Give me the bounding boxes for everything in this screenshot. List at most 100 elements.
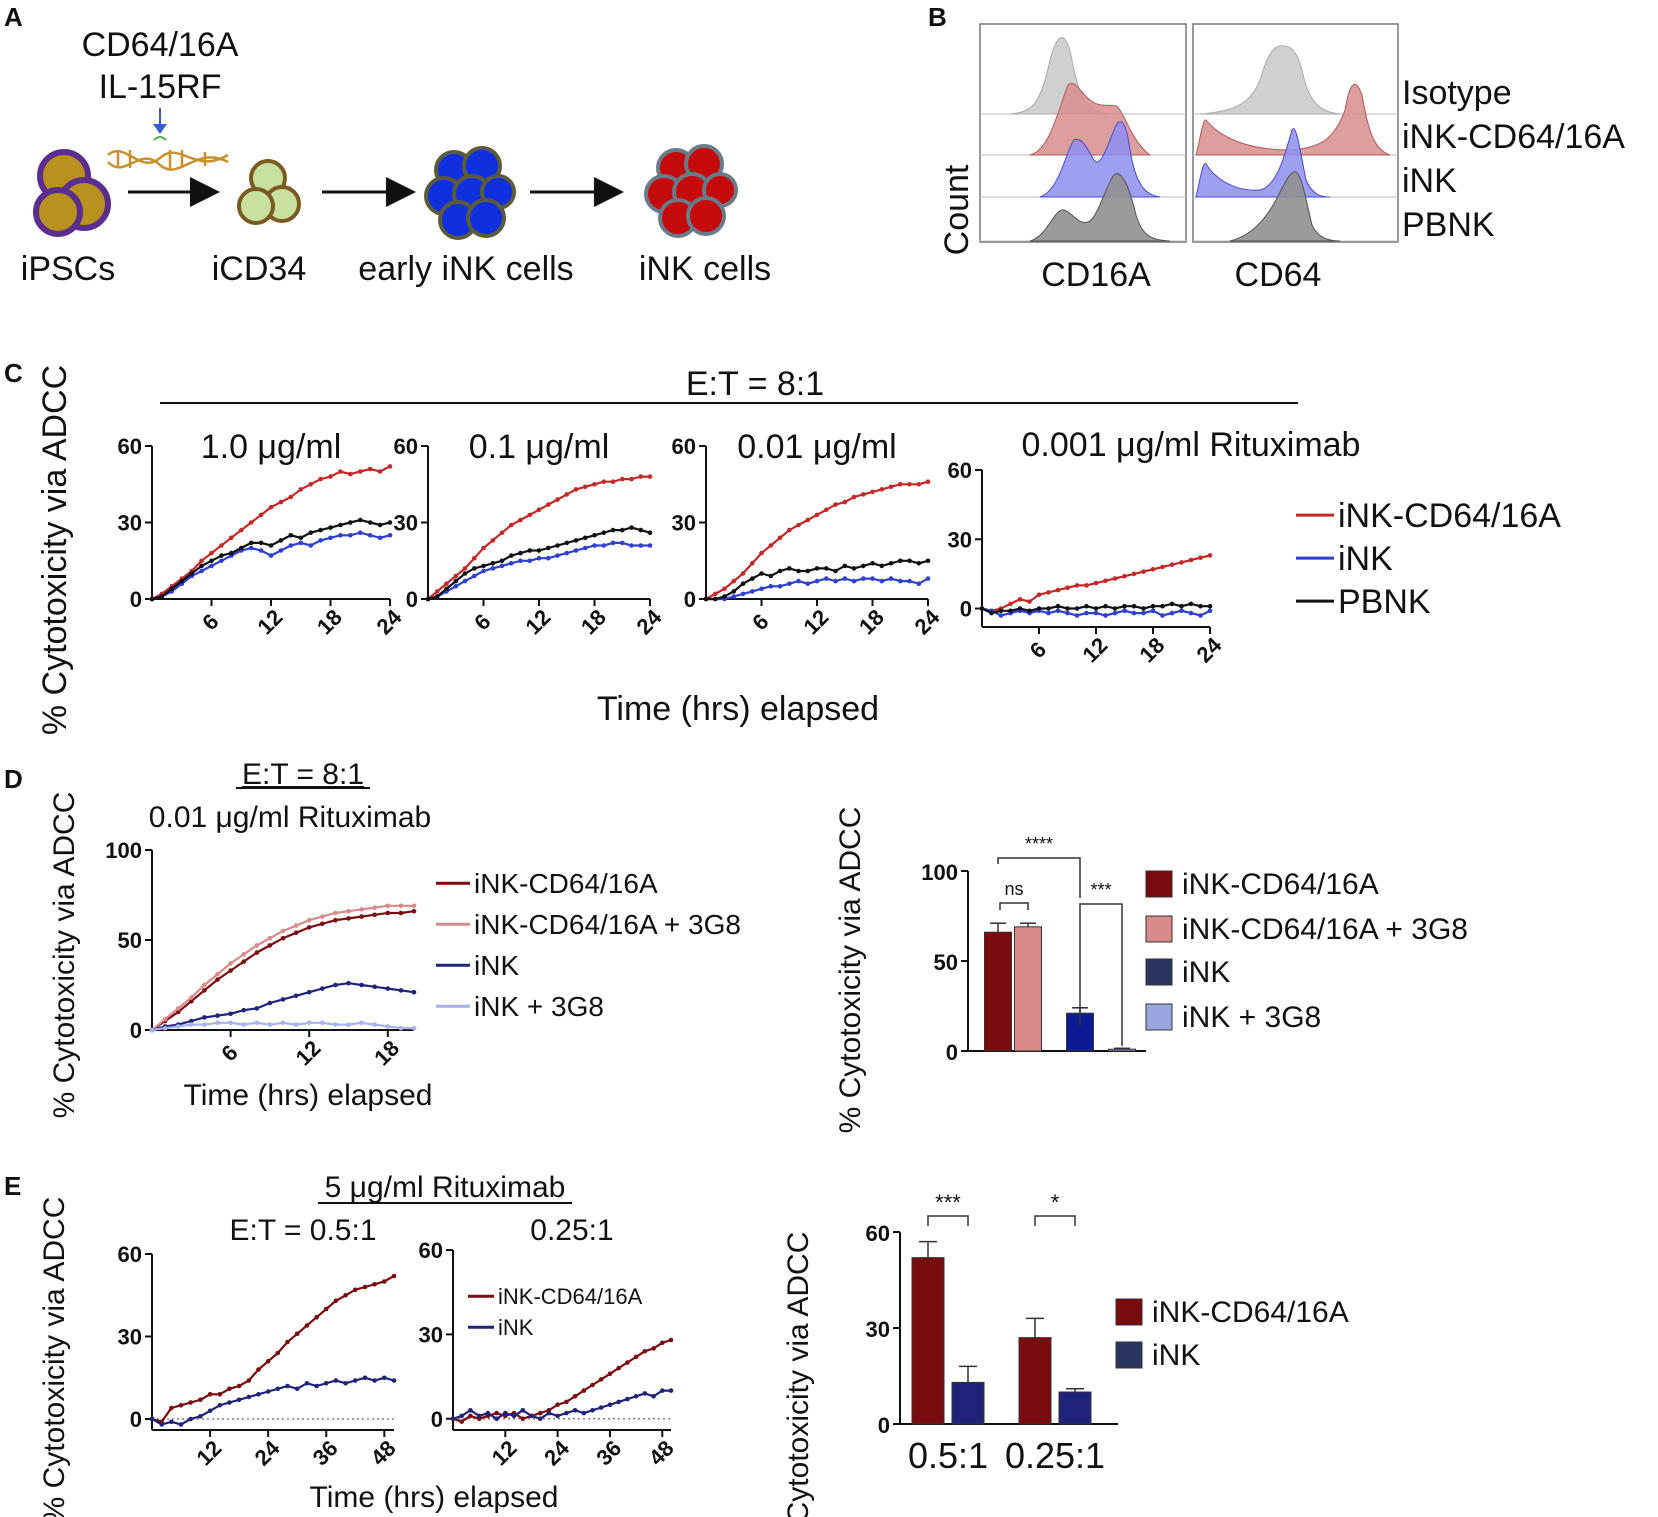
- chart-title: 0.25:1: [530, 1214, 613, 1247]
- data-point: [1055, 587, 1061, 593]
- data-point: [1074, 583, 1080, 588]
- data-point: [169, 1405, 174, 1411]
- data-point: [1017, 606, 1023, 611]
- data-point: [824, 507, 829, 513]
- data-point: [209, 550, 214, 556]
- data-point: [564, 492, 570, 497]
- x-tick-label: 12: [520, 604, 555, 639]
- data-point: [268, 543, 274, 548]
- data-point: [1160, 564, 1165, 570]
- data-point: [149, 1416, 155, 1422]
- data-point: [377, 469, 383, 474]
- series-line-ink: [151, 531, 391, 601]
- data-point: [564, 550, 570, 556]
- data-point: [1112, 610, 1118, 616]
- data-point: [298, 535, 304, 541]
- data-point: [824, 576, 829, 581]
- data-point: [398, 903, 404, 909]
- data-point: [258, 512, 264, 518]
- data-point: [246, 1394, 252, 1400]
- data-point: [490, 561, 496, 566]
- x-tick-label: 6: [747, 609, 773, 635]
- data-point: [490, 566, 496, 571]
- data-point: [660, 1388, 665, 1393]
- data-point: [503, 1410, 508, 1416]
- panel-d-header: E:T = 8:1: [242, 758, 364, 791]
- data-point: [494, 1410, 499, 1416]
- data-point: [288, 494, 294, 500]
- data-point: [870, 489, 875, 495]
- data-point: [367, 520, 373, 525]
- data-point: [288, 543, 294, 548]
- data-point: [598, 1405, 604, 1410]
- data-point: [768, 584, 774, 589]
- legend-label: iNK: [498, 1315, 534, 1340]
- x-tick-label: 12: [1077, 632, 1112, 667]
- series-line-pbnk: [151, 518, 391, 601]
- data-point: [459, 1419, 465, 1424]
- legend-label: iNK-CD64/16A: [1338, 497, 1561, 535]
- data-point: [564, 540, 570, 546]
- series-line-ink-cd64-16a: [151, 1275, 395, 1424]
- data-point: [1055, 608, 1061, 614]
- data-point: [851, 494, 857, 500]
- series-line-ink-cd64-16a: [427, 475, 650, 600]
- data-point: [248, 520, 254, 525]
- data-point: [246, 1378, 252, 1383]
- legend-label: iNK + 3G8: [1182, 1001, 1321, 1034]
- data-point: [768, 573, 774, 579]
- data-point: [209, 558, 214, 564]
- cd64-pbnk-peak: [1229, 171, 1341, 242]
- chart-title: 1.0 μg/ml: [201, 428, 342, 466]
- data-point: [268, 504, 274, 510]
- x-tick-label: 48: [366, 1435, 401, 1470]
- data-point: [320, 921, 325, 927]
- x-tick-label: 24: [539, 1435, 575, 1471]
- data-point: [275, 1350, 281, 1356]
- data-point: [217, 1392, 223, 1397]
- legend-label: iNK + 3G8: [474, 991, 604, 1022]
- data-point: [1046, 590, 1051, 595]
- data-point: [925, 576, 931, 581]
- data-point: [590, 1408, 595, 1413]
- data-point: [1036, 592, 1042, 597]
- data-point: [258, 540, 264, 546]
- data-point: [328, 474, 333, 479]
- ink-cells-icon: [644, 144, 738, 238]
- data-point: [362, 1375, 368, 1381]
- chart-c4: 0 30 60 6 12 18 24 0.001 μg/ml Rituximab: [948, 426, 1361, 667]
- sig-label: *: [1051, 1190, 1060, 1215]
- data-point: [1093, 580, 1099, 586]
- panel-e-y-label: % Cytotoxicity via ADCC: [38, 1197, 71, 1517]
- data-point: [293, 930, 299, 936]
- data-point: [520, 1408, 526, 1413]
- data-point: [338, 533, 343, 538]
- data-point: [256, 1367, 261, 1372]
- x-tick-label: 48: [644, 1435, 679, 1470]
- data-point: [1046, 610, 1051, 616]
- panel-c-y-label-line1: % Cytotoxicity via ADCC: [36, 365, 74, 735]
- stage-early-ink: early iNK cells: [358, 250, 573, 288]
- data-point: [555, 497, 560, 502]
- data-point: [620, 527, 625, 533]
- data-point: [1008, 601, 1013, 607]
- data-point: [435, 589, 440, 594]
- chart-title: E:T = 0.5:1: [229, 1214, 376, 1247]
- data-point: [616, 1399, 621, 1405]
- data-point: [629, 525, 634, 530]
- data-point: [387, 520, 393, 525]
- data-point: [1207, 608, 1213, 614]
- data-point: [861, 492, 866, 497]
- data-point: [490, 538, 496, 543]
- sig-label: ***: [935, 1190, 961, 1215]
- data-point: [660, 1340, 665, 1346]
- cd64-ink-cd64-peak: [1195, 83, 1391, 156]
- data-point: [925, 479, 931, 485]
- chart-title: 0.1 μg/ml: [469, 428, 610, 466]
- histogram-row-ink-cd64: iNK-CD64/16A: [1402, 118, 1625, 156]
- data-point: [333, 982, 338, 988]
- data-point: [411, 903, 417, 909]
- data-point: [372, 1378, 377, 1383]
- data-point: [796, 578, 801, 584]
- data-point: [343, 1381, 348, 1386]
